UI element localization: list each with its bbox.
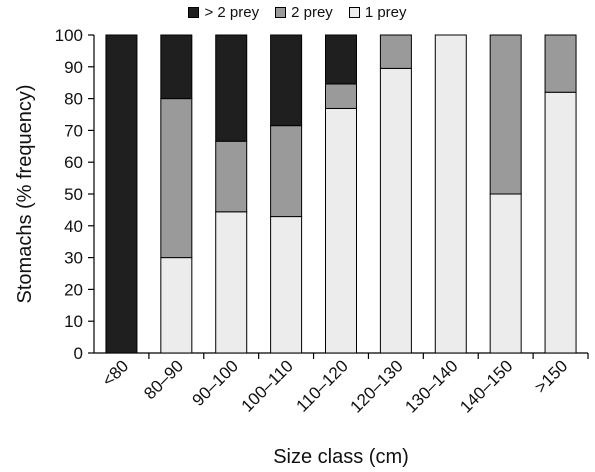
legend-swatch-gt2-prey	[188, 7, 200, 18]
bar-2-series-2	[215, 34, 248, 142]
x-tick-label-8: >150	[531, 356, 572, 397]
x-tick-label-4: 110–120	[292, 356, 351, 415]
bar-5-series-0	[379, 67, 412, 354]
y-tick-label-20: 20	[64, 280, 83, 299]
y-axis-ticks: 0 10 20 30 40 50 60 70 80 90 100	[55, 26, 94, 363]
x-axis-ticks: <80 80–90 90–100100–110110–120120–130130–1…	[98, 353, 589, 417]
x-tick-label-5: 120–130	[346, 356, 406, 416]
bar-4-series-1	[325, 83, 357, 109]
legend-label-2-prey: 2 prey	[291, 4, 333, 21]
x-tick-label-1: 80–90	[140, 356, 187, 403]
bar-2-series-1	[215, 140, 248, 213]
bar-8-series-0	[544, 91, 577, 354]
x-tick-label-0: <80	[98, 356, 132, 390]
y-axis-label: Stomachs (% frequency)	[14, 85, 36, 304]
legend-swatch-1-prey	[348, 7, 360, 18]
bar-6-series-0	[434, 34, 467, 354]
y-tick-label-60: 60	[64, 153, 83, 172]
x-tick-label-3: 100–110	[238, 356, 297, 415]
bar-4-series-2	[325, 34, 357, 85]
bar-1-series-0	[160, 257, 193, 354]
y-tick-label-70: 70	[64, 121, 83, 140]
x-tick-label-6: 130–140	[401, 356, 461, 416]
legend: > 2 prey 2 prey 1 prey	[0, 4, 595, 21]
bar-1-series-2	[160, 34, 193, 100]
legend-item-2-prey: 2 prey	[275, 4, 333, 21]
y-tick-label-80: 80	[64, 90, 83, 109]
bar-3-series-2	[270, 34, 303, 127]
bars	[105, 34, 577, 354]
bar-5-series-1	[379, 34, 412, 69]
y-tick-label-90: 90	[64, 58, 83, 77]
bar-7-series-0	[489, 193, 522, 354]
bar-3-series-0	[270, 216, 303, 354]
y-tick-label-50: 50	[64, 185, 83, 204]
bar-0-series-2	[105, 34, 138, 354]
bar-8-series-1	[544, 34, 577, 93]
legend-label-gt2-prey: > 2 prey	[204, 4, 260, 21]
x-axis-label: Size class (cm)	[273, 446, 409, 468]
y-tick-label-30: 30	[64, 249, 83, 268]
y-tick-label-10: 10	[64, 312, 83, 331]
legend-item-1-prey: 1 prey	[348, 4, 407, 21]
bar-1-series-1	[160, 98, 193, 259]
x-tick-label-7: 140–150	[456, 356, 516, 416]
legend-item-gt2-prey: > 2 prey	[188, 4, 259, 21]
bar-3-series-1	[270, 125, 303, 218]
bar-2-series-0	[215, 211, 248, 354]
y-tick-label-40: 40	[64, 217, 83, 236]
legend-swatch-2-prey	[275, 7, 287, 18]
y-tick-label-100: 100	[55, 26, 83, 45]
x-tick-label-2: 90–100	[188, 356, 242, 410]
bar-4-series-0	[325, 107, 357, 354]
y-tick-label-0: 0	[74, 344, 83, 363]
legend-label-1-prey: 1 prey	[364, 4, 407, 21]
bar-7-series-1	[489, 34, 522, 195]
